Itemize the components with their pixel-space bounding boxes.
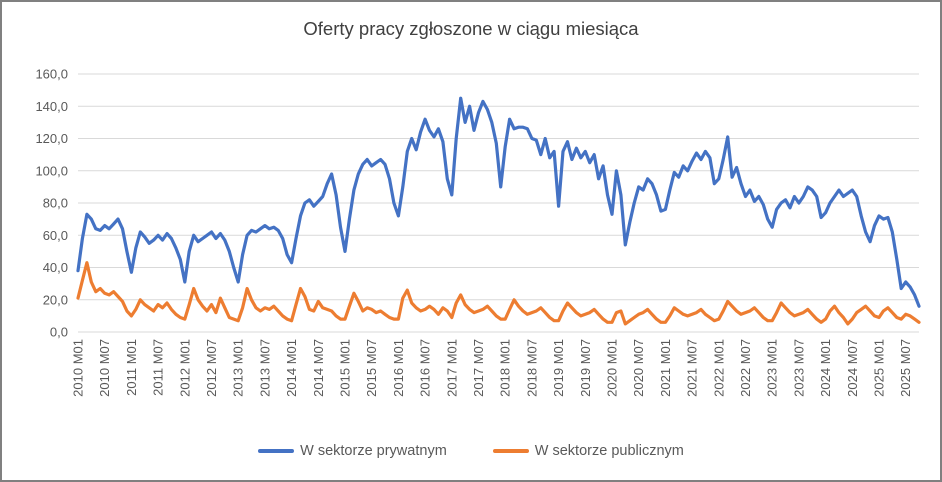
y-tick-label: 100,0 xyxy=(35,163,68,178)
x-tick-label: 2014 M07 xyxy=(311,339,326,397)
x-tick-label: 2021 M07 xyxy=(685,339,700,397)
x-tick-label: 2015 M07 xyxy=(364,339,379,397)
x-tick-label: 2016 M01 xyxy=(391,339,406,397)
x-tick-label: 2015 M01 xyxy=(337,339,352,397)
chart-legend: W sektorze prywatnym W sektorze publiczn… xyxy=(2,443,940,459)
series-line-public xyxy=(76,261,921,326)
x-tick-label: 2018 M01 xyxy=(498,339,513,397)
y-tick-label: 80,0 xyxy=(43,196,68,211)
x-tick-label: 2022 M07 xyxy=(738,339,753,397)
x-tick-label: 2013 M01 xyxy=(231,339,246,397)
x-tick-label: 2013 M07 xyxy=(257,339,272,397)
y-tick-label: 60,0 xyxy=(43,228,68,243)
x-tick-label: 2022 M01 xyxy=(711,339,726,397)
legend-item-private: W sektorze prywatnym xyxy=(258,443,447,459)
x-tick-label: 2016 M07 xyxy=(418,339,433,397)
x-tick-label: 2010 M01 xyxy=(71,339,86,397)
x-tick-label: 2012 M01 xyxy=(177,339,192,397)
x-tick-label: 2019 M07 xyxy=(578,339,593,397)
y-tick-label: 160,0 xyxy=(35,67,68,82)
x-tick-label: 2023 M01 xyxy=(765,339,780,397)
x-tick-label: 2024 M01 xyxy=(818,339,833,397)
legend-line-public-icon xyxy=(492,448,529,454)
x-tick-label: 2025 M07 xyxy=(898,339,913,397)
chart-title: Oferty pracy zgłoszone w ciągu miesiąca xyxy=(303,18,639,39)
legend-item-public: W sektorze publicznym xyxy=(492,443,684,459)
legend-label-private: W sektorze prywatnym xyxy=(300,443,447,459)
x-tick-label: 2014 M01 xyxy=(284,339,299,397)
x-tick-label: 2017 M07 xyxy=(471,339,486,397)
y-tick-label: 0,0 xyxy=(50,325,68,340)
x-tick-label: 2011 M01 xyxy=(124,339,139,396)
y-tick-label: 140,0 xyxy=(35,99,68,114)
y-tick-label: 120,0 xyxy=(35,131,68,146)
legend-label-public: W sektorze publicznym xyxy=(534,443,684,459)
x-tick-label: 2011 M07 xyxy=(151,339,166,396)
x-tick-label: 2021 M01 xyxy=(658,339,673,397)
x-tick-label: 2010 M07 xyxy=(97,339,112,397)
x-tick-label: 2020 M07 xyxy=(631,339,646,397)
series-line-private xyxy=(76,96,921,308)
x-tick-label: 2012 M07 xyxy=(204,339,219,397)
x-tick-label: 2018 M07 xyxy=(524,339,539,397)
x-tick-label: 2023 M07 xyxy=(791,339,806,397)
legend-line-private-icon xyxy=(258,448,295,454)
y-tick-label: 20,0 xyxy=(43,292,68,307)
x-tick-label: 2024 M07 xyxy=(845,339,860,397)
y-tick-label: 40,0 xyxy=(43,260,68,275)
x-tick-label: 2020 M01 xyxy=(604,339,619,397)
x-tick-label: 2017 M01 xyxy=(444,339,459,397)
x-tick-label: 2019 M01 xyxy=(551,339,566,397)
x-tick-label: 2025 M01 xyxy=(871,339,886,397)
